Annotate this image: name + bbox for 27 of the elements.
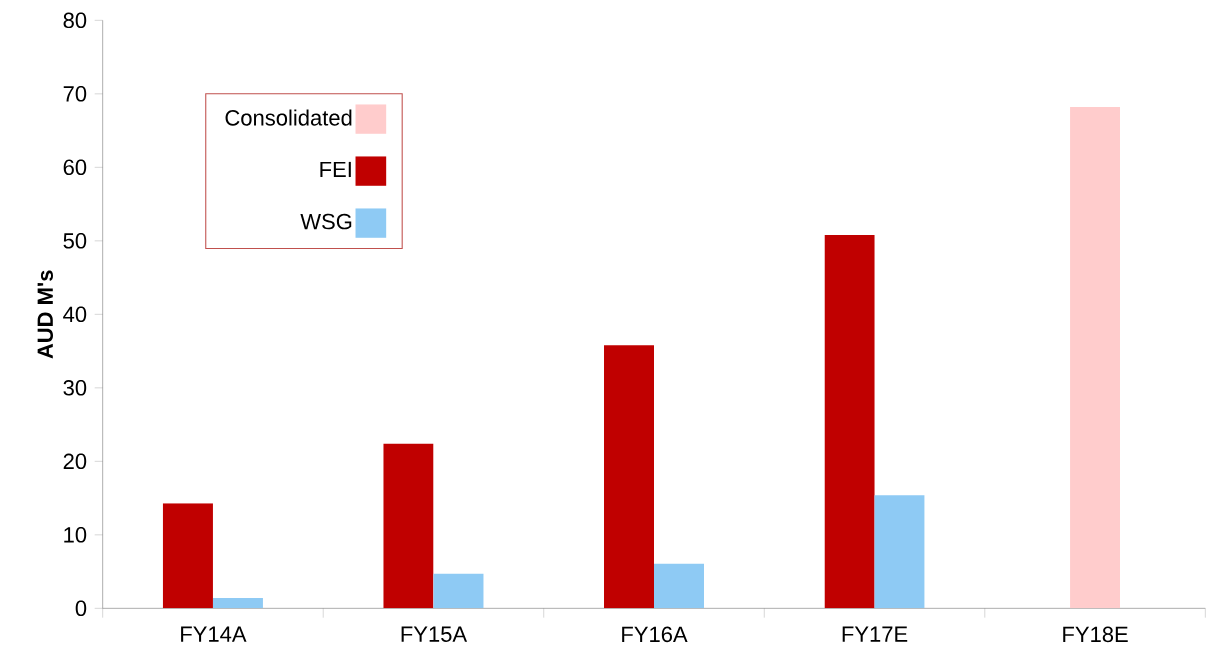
x-tick-label: FY18E: [1063, 626, 1128, 643]
bar: [1070, 107, 1121, 609]
y-tick-label: 60: [63, 159, 87, 176]
legend-label: Consolidated: [225, 109, 352, 126]
y-axis-title: AUD M's: [37, 270, 53, 359]
legend-label: WSG: [300, 213, 352, 230]
legend-label: FEI: [320, 161, 351, 178]
y-tick-label: 40: [63, 306, 87, 323]
bar: [654, 563, 705, 609]
y-tick-label: 30: [63, 380, 87, 396]
y-tick-label: 50: [63, 233, 87, 249]
bar: [433, 573, 484, 609]
y-tick-label: 0: [75, 600, 87, 617]
bar: [874, 495, 925, 609]
bar: [604, 345, 655, 609]
x-tick-label: FY14A: [181, 626, 247, 642]
y-tick-label: 70: [63, 86, 87, 102]
bar: [824, 234, 875, 609]
bar: [212, 598, 263, 609]
x-tick-label: FY17E: [842, 626, 908, 642]
y-tick-label: 80: [63, 12, 87, 29]
y-tick-label: 20: [63, 453, 87, 470]
y-tick-label: 10: [64, 527, 87, 543]
x-tick-label: FY15A: [401, 626, 468, 642]
bar: [383, 443, 434, 609]
x-tick-label: FY16A: [622, 626, 688, 643]
bar: [162, 503, 213, 609]
